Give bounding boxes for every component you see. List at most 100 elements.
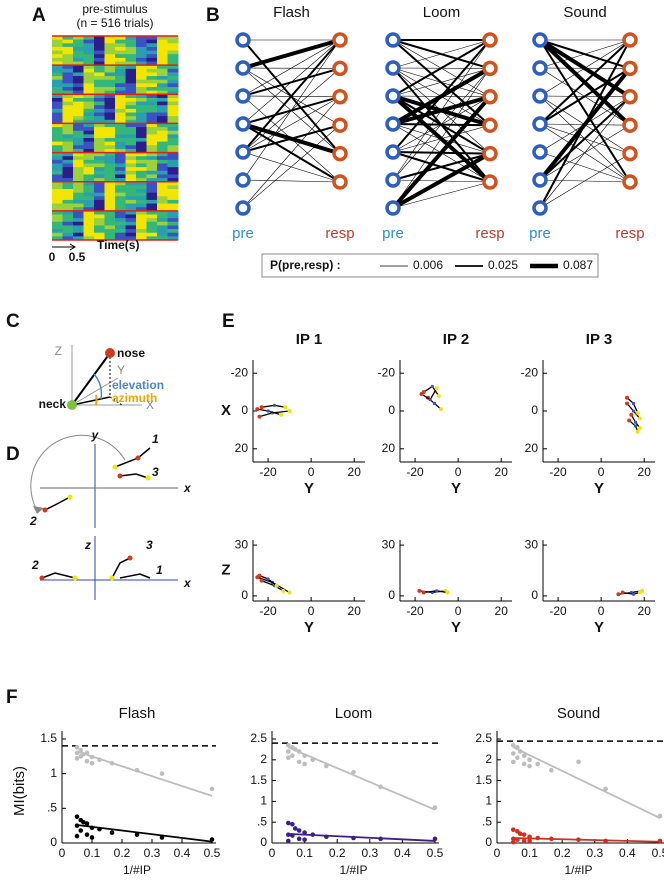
heatmap-cell	[125, 68, 137, 73]
pose-point	[625, 401, 629, 406]
x-tick-label: 0.4	[619, 846, 636, 860]
heatmap-cell	[125, 181, 137, 186]
heatmap-cell	[115, 210, 126, 215]
heatmap-cell	[83, 119, 95, 124]
x-axis-label: Y	[594, 480, 604, 497]
heatmap-cell	[73, 97, 84, 103]
heatmap-cell	[83, 138, 95, 143]
heatmap-cell	[125, 105, 137, 110]
edge	[242, 151, 341, 183]
heatmap-cell	[94, 141, 105, 146]
pose-point	[259, 578, 264, 583]
heatmap-cell	[167, 65, 179, 70]
pre-node	[235, 172, 251, 188]
heatmap-cell	[73, 163, 84, 168]
heatmap-cell	[73, 192, 84, 197]
heatmap-cell	[94, 214, 105, 219]
heatmap-cell	[136, 50, 147, 55]
heatmap-cell	[73, 181, 84, 186]
heatmap-cell	[136, 178, 147, 183]
x-tick-label: 0.3	[586, 846, 603, 860]
heatmap-cell	[62, 141, 74, 146]
heatmap-cell	[146, 138, 158, 143]
heatmap-cell	[62, 148, 74, 154]
heatmap-cell	[125, 65, 137, 70]
heatmap-cell	[73, 156, 84, 161]
edge	[242, 38, 341, 70]
heatmap-cell	[115, 101, 126, 106]
heatmap-cell	[136, 68, 147, 73]
x-tick-label: 20	[348, 604, 362, 618]
heatmap-cell	[157, 181, 168, 186]
heatmap-cell	[136, 214, 147, 219]
pose-point	[635, 410, 640, 415]
y-tick-label: 1.5	[40, 731, 57, 745]
heatmap-cell	[125, 236, 137, 241]
y-tick-label: -20	[378, 365, 396, 379]
heatmap-cell	[167, 57, 179, 62]
heatmap-cell	[52, 221, 63, 226]
x-tick-label: 0	[598, 604, 605, 618]
heatmap-cell	[167, 46, 179, 52]
heatmap-cell	[52, 178, 63, 183]
heatmap-cell	[167, 116, 179, 121]
heatmap-cell	[115, 43, 126, 48]
heatmap-cell	[115, 46, 126, 52]
heatmap-cell	[167, 148, 179, 154]
arrow-head	[69, 243, 76, 251]
pose-point	[629, 412, 634, 417]
heatmap-cell	[83, 167, 95, 172]
heatmap-cell	[115, 236, 126, 241]
heatmap-cell	[62, 116, 74, 121]
heatmap-cell	[136, 54, 147, 59]
heatmap-cell	[125, 119, 137, 124]
heatmap-cell	[104, 152, 116, 157]
pre-node	[532, 200, 548, 216]
heatmap-cell	[104, 145, 116, 150]
heatmap-cell	[104, 170, 116, 175]
heatmap-cell	[62, 50, 74, 55]
heatmap-cell	[146, 185, 158, 190]
heatmap-cell	[62, 108, 74, 113]
x-axis-label: 1/#IP	[123, 863, 151, 877]
heatmap-cell	[115, 36, 126, 41]
heatmap-cell	[115, 83, 126, 88]
heatmap-cell	[104, 229, 116, 234]
heatmap-cell	[83, 39, 95, 44]
heatmap-cell	[62, 97, 74, 103]
edge	[392, 39, 491, 97]
heatmap-cell	[104, 112, 116, 117]
networks: Flash pre resp Loom pre resp Sound pre resp	[232, 4, 644, 242]
row-axis-label: Z	[221, 561, 230, 578]
heatmap-cell	[125, 148, 137, 154]
heatmap-cell	[146, 196, 158, 201]
heatmap-cell	[125, 36, 137, 41]
row-axis-label: X	[221, 402, 231, 419]
axis-label: z	[84, 538, 91, 552]
pose-point	[631, 401, 636, 406]
x-tick-label: 20	[495, 465, 509, 479]
pose-point	[421, 590, 426, 595]
heatmap-cell	[52, 199, 63, 205]
heatmap-cell	[83, 123, 95, 128]
heatmap-cell	[136, 185, 147, 190]
edge	[392, 39, 491, 69]
heatmap-cell	[136, 225, 147, 230]
heatmap-cell	[115, 130, 126, 135]
y-tick-label: -20	[231, 365, 249, 379]
heatmap-cell	[167, 203, 179, 208]
x-axis-label: Y	[304, 619, 314, 636]
data-point	[109, 830, 115, 835]
heatmap-cell	[115, 167, 126, 172]
data-point	[78, 747, 84, 753]
resp-node	[622, 174, 638, 190]
heatmap-cell	[104, 221, 116, 226]
heatmap-cell	[136, 210, 147, 215]
heatmap-cell	[83, 72, 95, 77]
heatmap-cell	[52, 196, 63, 201]
heatmap-cell	[83, 145, 95, 150]
resp-node	[482, 117, 498, 133]
pose-point	[625, 395, 629, 400]
pose-point	[428, 398, 432, 402]
heatmap-cell	[83, 83, 95, 88]
